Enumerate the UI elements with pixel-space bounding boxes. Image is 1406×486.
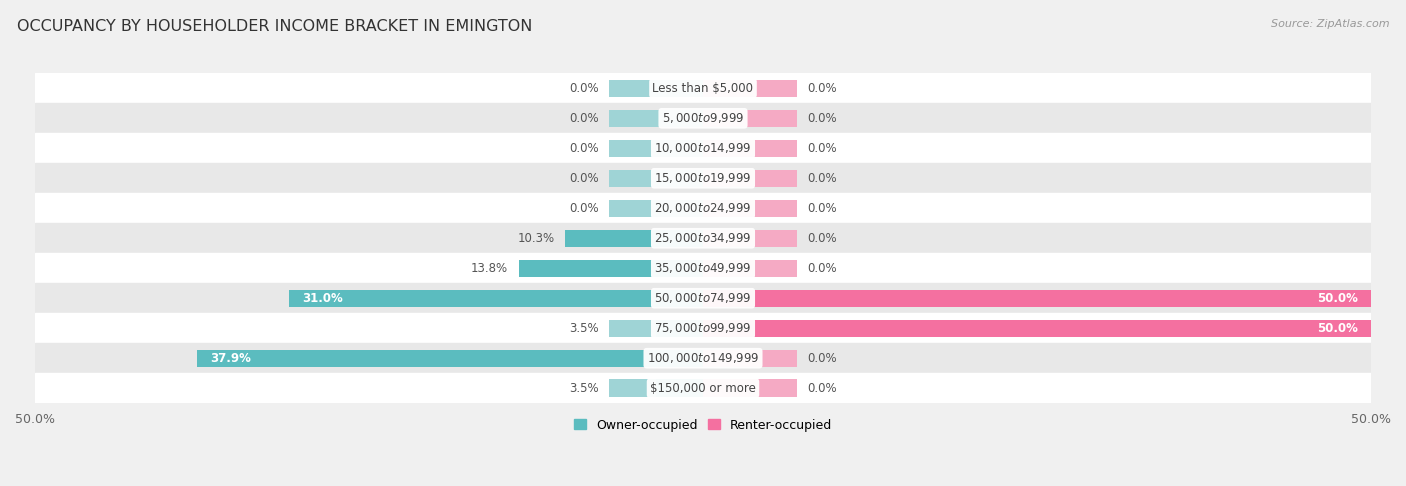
Text: Less than $5,000: Less than $5,000 — [652, 82, 754, 95]
Text: $10,000 to $14,999: $10,000 to $14,999 — [654, 141, 752, 156]
Text: 0.0%: 0.0% — [569, 112, 599, 125]
Bar — [609, 260, 703, 277]
Bar — [703, 139, 797, 157]
Bar — [703, 290, 1371, 307]
Legend: Owner-occupied, Renter-occupied: Owner-occupied, Renter-occupied — [568, 414, 838, 436]
Text: 50.0%: 50.0% — [1317, 292, 1358, 305]
Text: 0.0%: 0.0% — [569, 202, 599, 215]
Text: 3.5%: 3.5% — [569, 322, 599, 335]
Bar — [35, 253, 1371, 283]
Bar — [703, 319, 797, 337]
Text: 0.0%: 0.0% — [807, 112, 837, 125]
Bar — [703, 80, 797, 97]
Bar — [609, 229, 703, 247]
Bar — [609, 290, 703, 307]
Text: $25,000 to $34,999: $25,000 to $34,999 — [654, 231, 752, 245]
Bar — [703, 229, 797, 247]
Text: 31.0%: 31.0% — [302, 292, 343, 305]
Text: 0.0%: 0.0% — [807, 82, 837, 95]
Bar — [609, 80, 703, 97]
Bar — [35, 133, 1371, 163]
Bar — [657, 319, 703, 337]
Bar — [609, 349, 703, 367]
Text: 3.5%: 3.5% — [569, 382, 599, 395]
Bar — [35, 373, 1371, 403]
Bar — [35, 104, 1371, 133]
Bar — [609, 319, 703, 337]
Text: $20,000 to $24,999: $20,000 to $24,999 — [654, 201, 752, 215]
Text: 0.0%: 0.0% — [807, 172, 837, 185]
Bar — [657, 380, 703, 397]
Text: 0.0%: 0.0% — [807, 202, 837, 215]
Text: $75,000 to $99,999: $75,000 to $99,999 — [654, 321, 752, 335]
Text: OCCUPANCY BY HOUSEHOLDER INCOME BRACKET IN EMINGTON: OCCUPANCY BY HOUSEHOLDER INCOME BRACKET … — [17, 19, 533, 35]
Text: 37.9%: 37.9% — [209, 352, 250, 364]
Text: 0.0%: 0.0% — [807, 142, 837, 155]
Text: $15,000 to $19,999: $15,000 to $19,999 — [654, 171, 752, 185]
Text: 13.8%: 13.8% — [471, 262, 508, 275]
Text: 50.0%: 50.0% — [1317, 322, 1358, 335]
Bar — [703, 170, 797, 187]
Text: 0.0%: 0.0% — [807, 382, 837, 395]
Text: 0.0%: 0.0% — [569, 82, 599, 95]
Bar — [35, 223, 1371, 253]
Bar — [35, 73, 1371, 104]
Bar — [703, 200, 797, 217]
Bar — [35, 343, 1371, 373]
Bar — [519, 260, 703, 277]
Bar — [35, 283, 1371, 313]
Bar — [35, 193, 1371, 223]
Bar — [35, 163, 1371, 193]
Text: $50,000 to $74,999: $50,000 to $74,999 — [654, 291, 752, 305]
Bar — [703, 110, 797, 127]
Text: 0.0%: 0.0% — [807, 232, 837, 245]
Bar — [197, 349, 703, 367]
Text: $100,000 to $149,999: $100,000 to $149,999 — [647, 351, 759, 365]
Bar — [609, 139, 703, 157]
Bar — [703, 349, 797, 367]
Text: $35,000 to $49,999: $35,000 to $49,999 — [654, 261, 752, 275]
Text: 0.0%: 0.0% — [807, 352, 837, 364]
Bar — [35, 313, 1371, 343]
Bar — [703, 319, 1371, 337]
Bar — [703, 380, 797, 397]
Text: 0.0%: 0.0% — [807, 262, 837, 275]
Text: $150,000 or more: $150,000 or more — [650, 382, 756, 395]
Text: 0.0%: 0.0% — [569, 142, 599, 155]
Bar — [609, 170, 703, 187]
Bar — [703, 260, 797, 277]
Text: 10.3%: 10.3% — [517, 232, 555, 245]
Bar — [703, 290, 797, 307]
Text: $5,000 to $9,999: $5,000 to $9,999 — [662, 111, 744, 125]
Bar — [609, 380, 703, 397]
Bar — [288, 290, 703, 307]
Text: Source: ZipAtlas.com: Source: ZipAtlas.com — [1271, 19, 1389, 30]
Bar — [609, 110, 703, 127]
Bar — [565, 229, 703, 247]
Text: 0.0%: 0.0% — [569, 172, 599, 185]
Bar — [609, 200, 703, 217]
